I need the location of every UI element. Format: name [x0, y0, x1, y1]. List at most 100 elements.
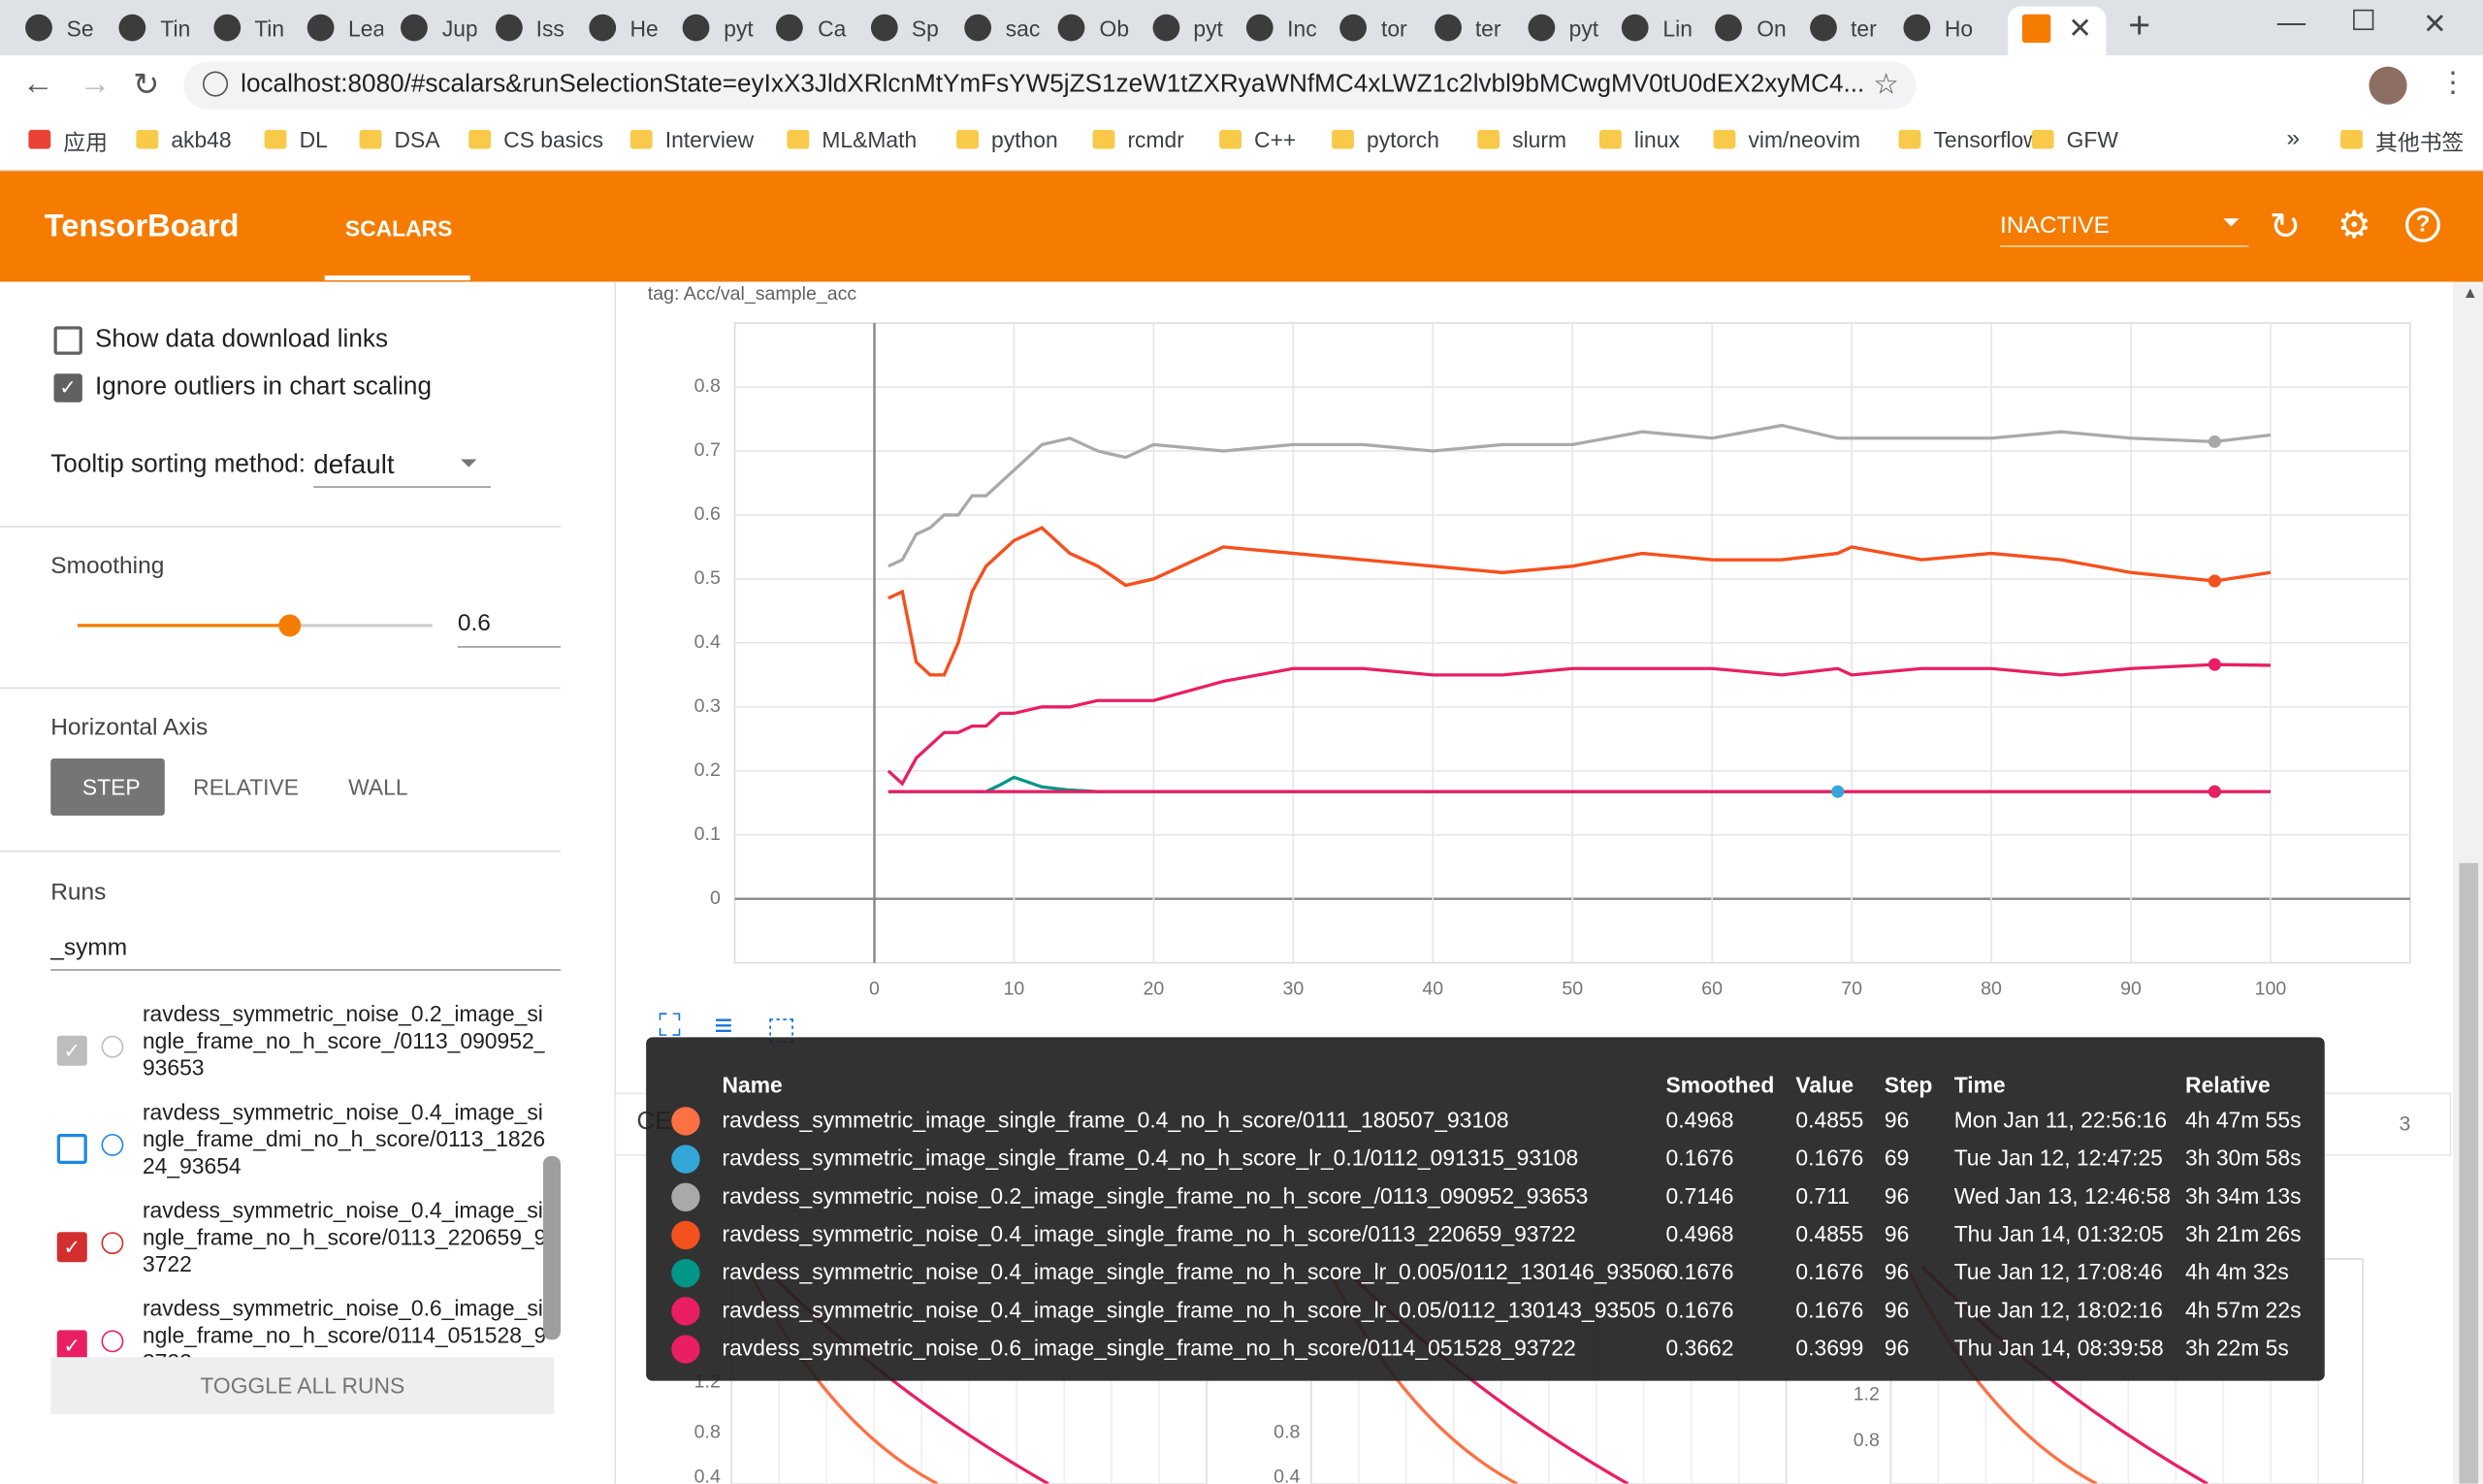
tab-title[interactable]: sac: [1005, 16, 1041, 42]
bookmark[interactable]: 其他书签: [2374, 129, 2465, 155]
bookmark-star[interactable]: ☆: [1873, 68, 1899, 100]
minimize[interactable]: —: [2276, 6, 2306, 39]
tab-icon[interactable]: [401, 14, 429, 42]
chart-tool[interactable]: ⛶: [659, 1008, 682, 1044]
tab-close[interactable]: ✕: [2068, 13, 2092, 45]
scroll-up[interactable]: ▲: [2462, 284, 2478, 303]
settings-button[interactable]: ⚙: [2337, 204, 2371, 247]
bookmark[interactable]: slurm: [1512, 126, 1567, 152]
bookmark[interactable]: Interview: [664, 126, 755, 152]
tab-title[interactable]: Ho: [1944, 16, 1974, 42]
tab-icon[interactable]: [1809, 14, 1837, 42]
page-scrollbar-thumb[interactable]: [2459, 862, 2479, 1484]
axis-option[interactable]: RELATIVE: [193, 774, 300, 800]
tab-title[interactable]: On: [1757, 16, 1787, 42]
bookmark[interactable]: vim/neovim: [1748, 126, 1861, 152]
bookmark[interactable]: rcmdr: [1127, 126, 1184, 152]
tab-icon[interactable]: [212, 14, 241, 42]
run-checkbox[interactable]: [56, 1133, 87, 1164]
tab-title[interactable]: Se: [66, 16, 94, 42]
tab-icon[interactable]: [1151, 14, 1179, 42]
omnibox[interactable]: [183, 61, 1917, 110]
tab-title[interactable]: pyt: [1193, 16, 1223, 42]
tab-title[interactable]: Ca: [818, 16, 847, 42]
maximize[interactable]: [2353, 9, 2374, 31]
smoothing-input[interactable]: 0.6: [457, 609, 491, 637]
tab-icon[interactable]: [1245, 14, 1274, 42]
tab-icon[interactable]: [1528, 14, 1555, 42]
tab-title[interactable]: tor: [1380, 16, 1407, 42]
close-window[interactable]: ✕: [2422, 8, 2447, 40]
axis-option[interactable]: STEP: [81, 774, 141, 800]
toggle-all-runs[interactable]: TOGGLE ALL RUNS: [50, 1357, 555, 1414]
tab-icon[interactable]: [870, 14, 898, 42]
tooltip-sort-select[interactable]: default: [313, 449, 395, 480]
reload[interactable]: ↻: [133, 68, 160, 104]
tab-icon[interactable]: [776, 14, 804, 42]
bookmark[interactable]: linux: [1633, 126, 1680, 152]
tab-icon[interactable]: [495, 14, 522, 42]
tab-icon[interactable]: [118, 14, 146, 42]
reload-button[interactable]: ↻: [2269, 206, 2302, 249]
run-name[interactable]: ravdess_symmetric_noise_0.2_image_single…: [142, 1000, 545, 1081]
tab-title[interactable]: Jup: [441, 16, 477, 42]
runs-scrollbar[interactable]: [542, 1155, 561, 1340]
checkbox[interactable]: [53, 326, 82, 355]
bookmark[interactable]: akb48: [171, 126, 232, 152]
chart-tool[interactable]: ≡: [714, 1008, 733, 1044]
tab-icon[interactable]: [589, 14, 616, 42]
bookmark[interactable]: 应用: [63, 129, 109, 155]
tab-icon[interactable]: [682, 14, 710, 42]
bookmark[interactable]: Tensorflow: [1933, 126, 2040, 152]
tab-title[interactable]: Sp: [911, 16, 939, 42]
tab-icon[interactable]: [25, 14, 52, 42]
run-checkbox[interactable]: ✓: [56, 1232, 87, 1263]
tab-title[interactable]: ter: [1851, 16, 1877, 42]
tab-title[interactable]: Tin: [160, 16, 191, 42]
run-name[interactable]: ravdess_symmetric_noise_0.6_image_single…: [142, 1295, 545, 1359]
avatar[interactable]: [2369, 66, 2407, 105]
bookmark[interactable]: CS basics: [503, 126, 604, 152]
info-icon[interactable]: [202, 71, 229, 97]
back[interactable]: ←: [21, 66, 54, 102]
tab-title[interactable]: Inc: [1287, 16, 1317, 42]
run-checkbox[interactable]: ✓: [56, 1035, 87, 1066]
tab-title[interactable]: ter: [1474, 16, 1501, 42]
tab-title[interactable]: Lin: [1662, 16, 1693, 42]
tab-title[interactable]: Tin: [254, 16, 285, 42]
scalars-tab[interactable]: SCALARS: [344, 215, 453, 242]
slider-thumb[interactable]: [278, 614, 302, 637]
bookmarks-more[interactable]: »: [2286, 124, 2301, 152]
forward[interactable]: →: [79, 66, 112, 102]
tab-title[interactable]: He: [629, 16, 659, 42]
status-select[interactable]: INACTIVE: [2000, 211, 2110, 240]
bookmark[interactable]: ML&Math: [822, 126, 918, 152]
tab-icon[interactable]: [1903, 14, 1931, 42]
tab-title[interactable]: pyt: [1568, 16, 1599, 42]
tab-title[interactable]: Iss: [535, 16, 564, 42]
tab-icon[interactable]: [1621, 14, 1649, 42]
new-tab[interactable]: +: [2128, 4, 2151, 48]
help-button[interactable]: ?: [2404, 207, 2440, 242]
bookmark[interactable]: python: [991, 126, 1058, 152]
bookmark[interactable]: DSA: [394, 126, 440, 152]
tab-title[interactable]: pyt: [724, 16, 754, 42]
menu[interactable]: ⋮: [2438, 66, 2467, 99]
step-button-bg[interactable]: [50, 758, 165, 816]
bookmark[interactable]: C++: [1254, 126, 1297, 152]
tab-icon[interactable]: [1715, 14, 1743, 42]
run-name[interactable]: ravdess_symmetric_noise_0.4_image_single…: [142, 1099, 545, 1178]
tab-title[interactable]: Ob: [1099, 16, 1130, 42]
tab-title[interactable]: Lea: [348, 16, 383, 42]
slider-track[interactable]: [77, 624, 433, 628]
tab-icon[interactable]: [306, 14, 335, 42]
tab-icon[interactable]: [1058, 14, 1085, 42]
run-checkbox[interactable]: ✓: [56, 1330, 87, 1359]
bookmark[interactable]: pytorch: [1366, 126, 1439, 152]
runs-filter[interactable]: _symm: [50, 934, 128, 962]
tab-icon[interactable]: [1339, 14, 1368, 42]
run-name[interactable]: ravdess_symmetric_noise_0.4_image_single…: [142, 1197, 545, 1276]
tab-icon[interactable]: [964, 14, 992, 42]
tab-icon[interactable]: [1434, 14, 1462, 42]
bookmark[interactable]: GFW: [2066, 126, 2118, 152]
